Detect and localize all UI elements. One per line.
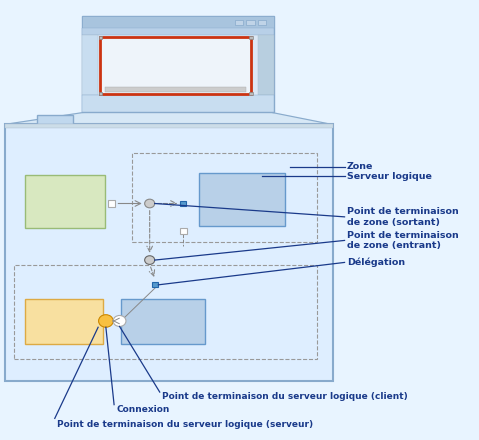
Text: Point de terminaison
de zone (entrant): Point de terminaison de zone (entrant) (347, 231, 458, 250)
Bar (180, 228, 187, 234)
Bar (99, 92, 102, 95)
Bar (25, 299, 103, 344)
Bar (235, 20, 243, 25)
Bar (108, 200, 115, 207)
Bar (82, 95, 274, 112)
Bar (82, 16, 274, 112)
Bar (25, 175, 105, 228)
Bar (82, 16, 274, 28)
Bar (121, 299, 205, 344)
Bar (249, 36, 253, 39)
Bar (152, 282, 158, 287)
Text: Zone: Zone (347, 162, 373, 172)
Bar (101, 37, 251, 94)
Circle shape (113, 315, 126, 326)
Bar (258, 35, 274, 95)
Bar (258, 20, 266, 25)
Bar (132, 153, 317, 242)
Bar (181, 201, 186, 206)
Bar (246, 20, 255, 25)
Text: Point de terminaison du serveur logique (client): Point de terminaison du serveur logique … (162, 392, 408, 401)
Bar (36, 115, 73, 124)
Text: Serveur logique: Serveur logique (347, 172, 432, 180)
Bar (14, 265, 317, 359)
Text: Délégation: Délégation (347, 258, 405, 267)
Bar (249, 92, 253, 95)
Bar (99, 36, 102, 39)
Bar (198, 173, 285, 226)
Circle shape (99, 315, 113, 327)
Text: Connexion: Connexion (116, 405, 170, 414)
Bar (82, 28, 274, 35)
Bar (82, 35, 98, 95)
Bar (5, 124, 333, 128)
Polygon shape (9, 112, 329, 124)
Bar (105, 87, 246, 92)
Text: Point de terminaison
de zone (sortant): Point de terminaison de zone (sortant) (347, 207, 458, 227)
Circle shape (145, 199, 155, 208)
Bar (5, 124, 333, 381)
Circle shape (145, 256, 155, 264)
Text: Point de terminaison du serveur logique (serveur): Point de terminaison du serveur logique … (57, 420, 313, 429)
